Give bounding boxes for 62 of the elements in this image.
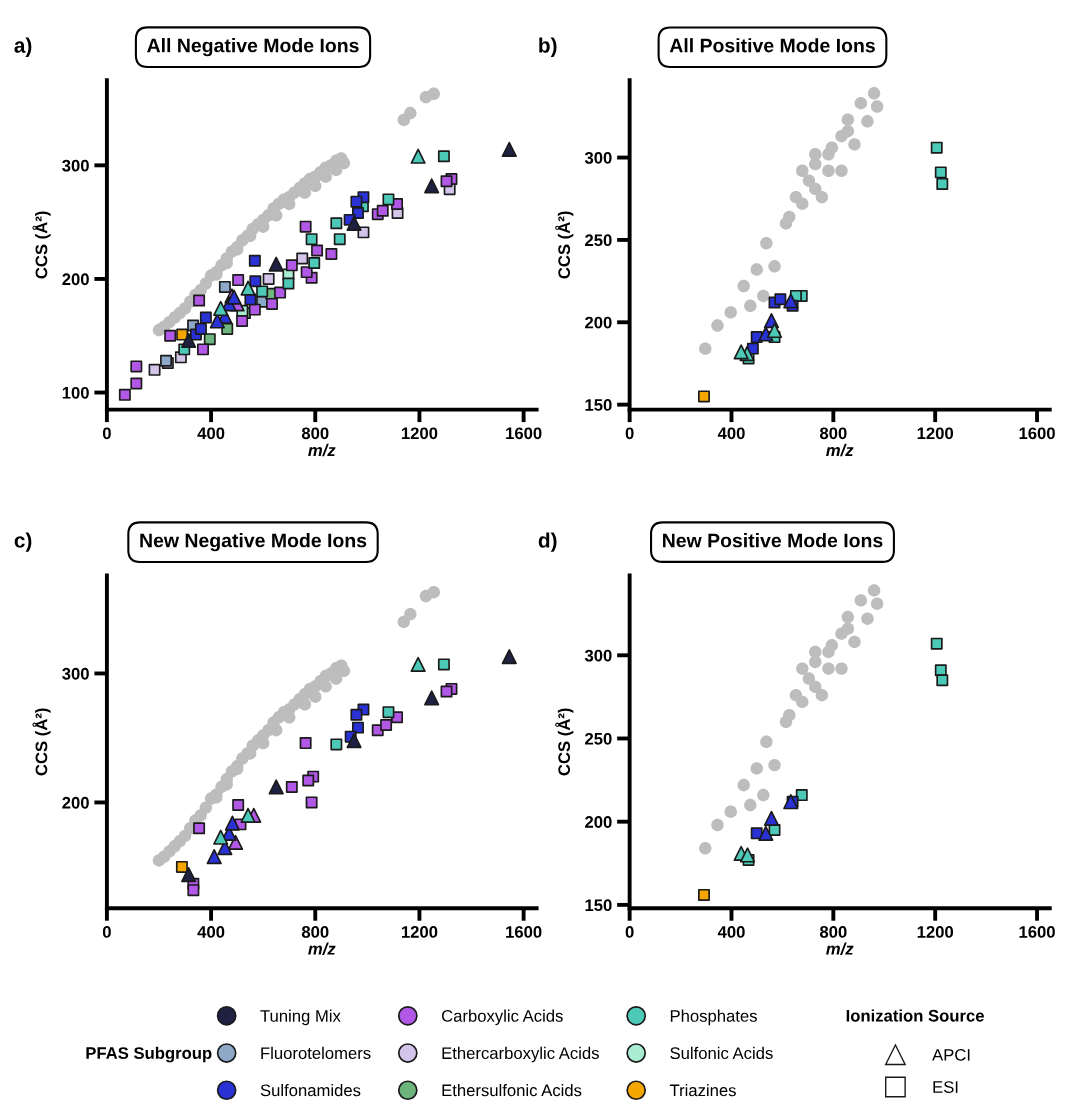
x-tick-label: 1600 (1019, 926, 1055, 938)
y-axis-title: CCS (Å²) (32, 708, 51, 776)
y-tick-label: 300 (584, 649, 612, 662)
x-tick-label: 1600 (1019, 427, 1055, 440)
y-axis-title: CCS (Å²) (555, 708, 574, 776)
legend-label: Carboxylic Acids (441, 1009, 563, 1026)
x-tick-label: 800 (301, 427, 329, 440)
y-tick-label: 200 (585, 316, 612, 329)
x-tick-label: 800 (819, 926, 847, 938)
y-axis-title: CCS (Å²) (555, 211, 574, 279)
legend-label: Ethercarboxylic Acids (442, 1046, 599, 1063)
y-tick-label: 150 (585, 899, 612, 912)
legend-label: Triazines (669, 1084, 736, 1097)
y-tick-label: 300 (584, 151, 612, 164)
legend-label: Tuning Mix (260, 1009, 341, 1026)
x-tick-label: 1200 (401, 926, 438, 938)
chart-title: New Positive Mode Ions (663, 533, 883, 548)
y-tick-label: 100 (62, 386, 89, 399)
y-tick-label: 150 (585, 399, 612, 411)
text: c) (14, 532, 32, 552)
chart-title: All Negative Mode Ions (147, 38, 359, 57)
legend-title: PFAS Subgroup (86, 1046, 212, 1063)
y-tick-label: 300 (62, 159, 89, 172)
legend-label: Phosphates (670, 1009, 757, 1026)
legend-label: Ethersulfonic Acids (442, 1084, 582, 1097)
x-axis-title: m/z (826, 443, 854, 457)
x-axis-title: m/z (826, 942, 854, 955)
x-tick-label: 400 (717, 926, 745, 938)
text: b) (539, 37, 557, 57)
x-tick-label: 400 (197, 926, 225, 938)
x-tick-label: 0 (625, 926, 634, 938)
y-tick-label: 250 (585, 234, 612, 247)
x-axis-title: m/z (308, 443, 336, 457)
x-tick-label: 800 (301, 926, 329, 938)
legend-label: ESI (933, 1081, 958, 1093)
x-tick-label: 1200 (917, 926, 954, 938)
x-tick-label: 400 (197, 427, 225, 440)
x-axis-title: m/z (308, 942, 336, 955)
legend-title: Ionization Source (846, 1009, 984, 1022)
text: a) (14, 37, 32, 57)
x-tick-label: 1200 (401, 427, 438, 440)
y-tick-label: 200 (585, 816, 612, 828)
y-axis-title: CCS (Å²) (32, 211, 51, 279)
chart-title: All Positive Mode Ions (669, 38, 875, 53)
x-tick-label: 0 (625, 427, 634, 440)
y-tick-label: 200 (62, 273, 89, 286)
y-tick-label: 300 (62, 667, 89, 680)
x-tick-label: 0 (102, 926, 111, 938)
x-tick-label: 1200 (917, 427, 954, 440)
legend-label: Sulfonamides (260, 1084, 361, 1097)
legend-label: APCI (932, 1048, 970, 1061)
chart-title: New Negative Mode Ions (140, 533, 367, 552)
x-tick-label: 1600 (506, 926, 542, 938)
legend-label: Sulfonic Acids (670, 1046, 773, 1060)
x-tick-label: 0 (102, 427, 111, 440)
text: d) (538, 532, 557, 552)
y-tick-label: 250 (585, 732, 612, 745)
x-tick-label: 800 (819, 427, 847, 440)
legend-label: Fluorotelomers (261, 1046, 371, 1060)
x-tick-label: 1600 (506, 427, 542, 440)
y-tick-label: 200 (62, 796, 89, 809)
x-tick-label: 400 (717, 427, 745, 440)
